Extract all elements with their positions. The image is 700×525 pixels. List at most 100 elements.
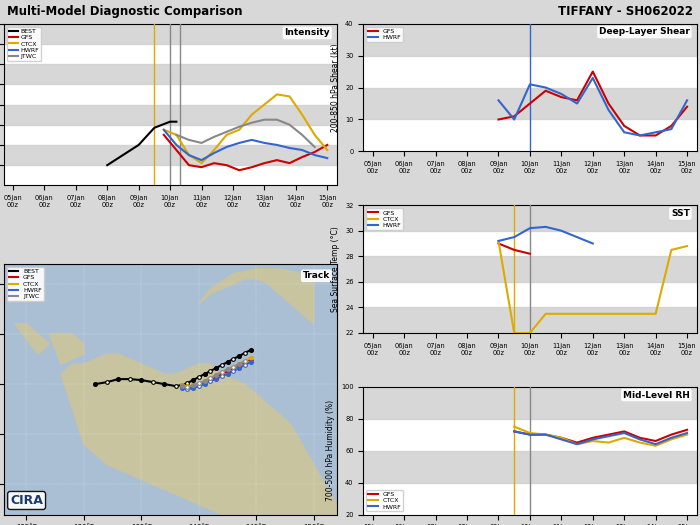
Polygon shape <box>61 354 337 514</box>
Point <box>245 354 256 362</box>
Point <box>204 374 216 382</box>
Point <box>211 371 222 379</box>
Point <box>222 358 233 366</box>
Point <box>211 373 222 381</box>
Point <box>233 361 244 369</box>
Point <box>204 377 216 385</box>
Point <box>228 367 239 375</box>
Bar <box>363 387 696 418</box>
Point <box>245 355 256 363</box>
Point <box>188 383 199 391</box>
Point <box>199 370 210 379</box>
Point <box>136 376 147 384</box>
Point <box>204 376 216 384</box>
Point <box>239 357 251 365</box>
Point <box>199 379 210 387</box>
Text: SST: SST <box>671 209 690 218</box>
Point <box>147 378 158 386</box>
Point <box>193 373 204 381</box>
Text: CIRA: CIRA <box>10 494 43 507</box>
Point <box>193 380 204 388</box>
Point <box>193 379 204 387</box>
Y-axis label: Sea Surface Temp (°C): Sea Surface Temp (°C) <box>330 226 340 312</box>
Polygon shape <box>50 334 84 364</box>
Polygon shape <box>199 269 314 324</box>
Point <box>211 364 222 372</box>
Bar <box>363 205 696 230</box>
Point <box>199 377 210 385</box>
Point <box>199 380 210 388</box>
Text: TIFFANY - SH062022: TIFFANY - SH062022 <box>558 5 693 18</box>
Point <box>239 349 251 357</box>
Point <box>182 383 193 391</box>
Text: Multi-Model Diagnostic Comparison: Multi-Model Diagnostic Comparison <box>7 5 242 18</box>
Point <box>199 377 210 385</box>
Text: Mid-Level RH: Mid-Level RH <box>623 391 690 400</box>
Point <box>216 368 228 376</box>
Point <box>233 360 244 368</box>
Point <box>176 382 187 390</box>
Point <box>216 361 228 369</box>
Point <box>182 379 193 387</box>
Point <box>204 367 216 375</box>
Point <box>182 384 193 392</box>
Bar <box>4 145 337 165</box>
Point <box>245 358 256 366</box>
Y-axis label: 700-500 hPa Humidity (%): 700-500 hPa Humidity (%) <box>326 400 335 501</box>
Point <box>211 375 222 383</box>
Point <box>188 381 199 390</box>
Point <box>170 382 181 390</box>
Point <box>193 382 204 390</box>
Point <box>125 375 136 383</box>
Point <box>222 365 233 373</box>
Point <box>211 371 222 379</box>
Point <box>176 381 187 390</box>
Legend: GFS, HWRF: GFS, HWRF <box>367 27 403 42</box>
Legend: GFS, CTCX, HWRF: GFS, CTCX, HWRF <box>367 208 403 230</box>
Point <box>216 370 228 379</box>
Point <box>239 358 251 366</box>
Bar <box>363 24 696 56</box>
Point <box>159 380 170 388</box>
Legend: GFS, CTCX, HWRF: GFS, CTCX, HWRF <box>367 490 403 511</box>
Text: Track: Track <box>303 271 330 280</box>
Point <box>188 382 199 390</box>
Text: Intensity: Intensity <box>284 28 330 37</box>
Bar <box>363 308 696 333</box>
Point <box>245 346 256 354</box>
Polygon shape <box>15 324 50 354</box>
Point <box>176 383 187 391</box>
Bar <box>363 450 696 482</box>
Point <box>233 352 244 360</box>
Point <box>188 384 199 392</box>
Point <box>90 380 101 388</box>
Point <box>182 382 193 390</box>
Bar <box>4 24 337 44</box>
Point <box>176 384 187 392</box>
Bar <box>363 88 696 120</box>
Point <box>228 364 239 372</box>
Legend: BEST, GFS, CTCX, HWRF, JTWC: BEST, GFS, CTCX, HWRF, JTWC <box>6 27 41 61</box>
Bar <box>4 64 337 85</box>
Point <box>102 378 113 386</box>
Point <box>216 368 228 376</box>
Point <box>222 370 233 379</box>
Legend: BEST, GFS, CTCX, HWRF, JTWC: BEST, GFS, CTCX, HWRF, JTWC <box>6 267 43 301</box>
Point <box>222 367 233 375</box>
Point <box>176 381 187 390</box>
Bar <box>4 104 337 125</box>
Point <box>216 372 228 380</box>
Point <box>228 363 239 371</box>
Text: Deep-Layer Shear: Deep-Layer Shear <box>599 27 689 36</box>
Point <box>182 385 193 393</box>
Point <box>239 357 251 365</box>
Point <box>228 355 239 363</box>
Point <box>239 361 251 369</box>
Point <box>233 360 244 368</box>
Point <box>233 364 244 372</box>
Point <box>204 374 216 382</box>
Point <box>222 365 233 373</box>
Point <box>193 381 204 390</box>
Y-axis label: 200-850 hPa Shear (kt): 200-850 hPa Shear (kt) <box>330 43 340 132</box>
Point <box>113 375 124 383</box>
